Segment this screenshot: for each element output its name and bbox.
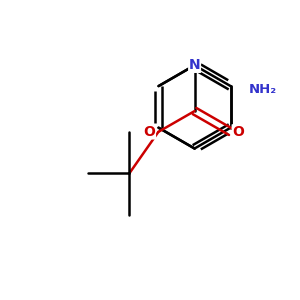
Text: N: N (189, 58, 200, 72)
Text: O: O (143, 125, 155, 139)
Text: O: O (232, 125, 244, 139)
Text: NH₂: NH₂ (248, 82, 277, 96)
